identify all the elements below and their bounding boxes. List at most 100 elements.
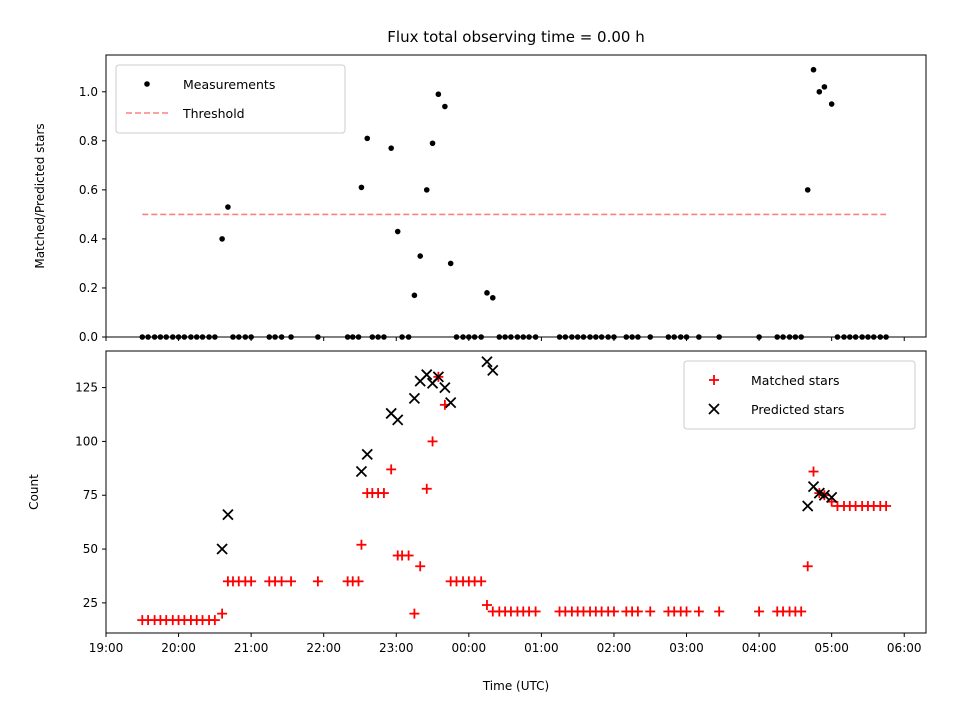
measurement-point [358, 184, 365, 191]
legend-threshold-label: Threshold [182, 106, 245, 121]
predicted-stars-point [216, 543, 228, 555]
top-legend: Measurements Threshold [115, 64, 346, 134]
x-tick-label: 01:00 [524, 641, 559, 655]
measurement-point [417, 253, 424, 259]
matched-stars-point [286, 576, 297, 587]
predicted-stars-point [481, 356, 493, 368]
top-legend-box [115, 64, 346, 134]
matched-stars-point [421, 483, 432, 494]
bottom-legend-box [683, 360, 916, 430]
matched-stars-point [808, 466, 819, 477]
bottom-plot-content [137, 356, 892, 626]
measurement-point [364, 135, 371, 142]
x-tick-label: 02:00 [597, 641, 632, 655]
bottom-y-axis-label: Count [27, 474, 41, 510]
predicted-stars-point [432, 371, 444, 383]
matched-stars-point [386, 464, 397, 475]
measurement-point [423, 187, 430, 193]
matched-stars-point [427, 436, 438, 447]
y-tick-label: 75 [83, 488, 98, 502]
predicted-stars-point [361, 448, 373, 460]
matched-stars-point [246, 576, 257, 587]
matched-stars-point [409, 608, 420, 619]
predicted-stars-point [392, 414, 404, 426]
matched-stars-point [403, 550, 414, 561]
measurement-point [816, 88, 823, 95]
matched-stars-point [681, 606, 692, 617]
measurement-point [489, 294, 496, 301]
y-tick-label: 1.0 [79, 85, 98, 99]
matched-stars-point [881, 500, 892, 511]
matched-stars-point [312, 576, 323, 587]
predicted-stars-point [222, 508, 234, 521]
matched-stars-point [632, 606, 643, 617]
predicted-stars-point [408, 392, 421, 404]
bottom-panel: 25 50 75 100 125 19:00 20:00 21:00 22:00 23:00 00… [27, 350, 927, 693]
y-tick-label: 0.0 [79, 330, 98, 344]
measurement-point [810, 66, 817, 73]
measurement-point [804, 187, 811, 193]
x-tick-label: 00:00 [452, 641, 487, 655]
matched-stars-point [217, 608, 228, 619]
legend-predicted-label: Predicted stars [751, 402, 844, 417]
bottom-y-ticks: 25 50 75 100 125 [75, 381, 106, 610]
matched-stars-point [356, 539, 367, 550]
y-tick-label: 0.4 [79, 232, 98, 246]
x-tick-label: 22:00 [306, 641, 341, 655]
predicted-stars-point [802, 500, 814, 512]
legend-measurements-label: Measurements [183, 77, 275, 92]
matched-stars-point [714, 606, 725, 617]
x-tick-label: 04:00 [742, 641, 777, 655]
bottom-legend: Matched stars Predicted stars [683, 360, 916, 430]
y-tick-label: 0.8 [79, 134, 98, 148]
measurement-point [394, 228, 401, 235]
measurement-point [442, 103, 448, 110]
matched-stars-point [645, 606, 656, 617]
measurement-point [484, 290, 490, 296]
predicted-stars-point [818, 489, 831, 501]
measurement-point [435, 91, 442, 98]
top-axes-frame [105, 54, 927, 338]
measurement-point [447, 260, 454, 267]
matched-stars-point [476, 576, 487, 587]
x-tick-label: 20:00 [161, 641, 196, 655]
matched-stars-point [415, 561, 426, 572]
measurement-point [429, 140, 436, 147]
predicted-stars-point [445, 397, 457, 409]
y-tick-label: 50 [83, 542, 98, 556]
measurement-point [821, 84, 828, 90]
top-panel: 0.0 0.2 0.4 0.6 0.8 1.0 Matched/Predicted sta… [33, 54, 927, 344]
bottom-x-ticks: 19:00 20:00 21:00 22:00 23:00 00:00 01:00 02:00… [89, 633, 922, 655]
matched-stars-point [353, 576, 364, 587]
matched-stars-point [378, 488, 389, 499]
predicted-stars-point [355, 465, 368, 478]
legend-matched-marker [709, 375, 719, 385]
measurement-point [388, 145, 394, 151]
y-tick-label: 125 [75, 381, 98, 395]
bottom-x-axis-label: Time (UTC) [482, 679, 549, 693]
predicted-stars-point [421, 369, 433, 381]
x-tick-label: 23:00 [379, 641, 414, 655]
matched-stars-point [802, 561, 813, 572]
matched-stars-point [481, 600, 492, 611]
measurement-point [219, 236, 225, 242]
legend-measurements-marker [144, 81, 150, 87]
measurement-point [828, 101, 835, 107]
top-y-axis-label: Matched/Predicted stars [33, 123, 47, 268]
matched-stars-point [796, 606, 807, 617]
measurement-point [225, 204, 231, 210]
measurement-point [411, 292, 418, 299]
y-tick-label: 25 [83, 596, 98, 610]
top-x-ticks [105, 337, 905, 341]
x-tick-label: 19:00 [89, 641, 124, 655]
matched-stars-point [276, 576, 287, 587]
y-tick-label: 0.2 [79, 281, 98, 295]
predicted-stars-point [439, 381, 451, 394]
matched-stars-point [754, 606, 765, 617]
matched-stars-point [530, 606, 541, 617]
y-tick-label: 0.6 [79, 183, 98, 197]
x-tick-label: 21:00 [234, 641, 269, 655]
x-tick-label: 06:00 [887, 641, 922, 655]
top-y-ticks: 0.0 0.2 0.4 0.6 0.8 1.0 [79, 85, 106, 344]
